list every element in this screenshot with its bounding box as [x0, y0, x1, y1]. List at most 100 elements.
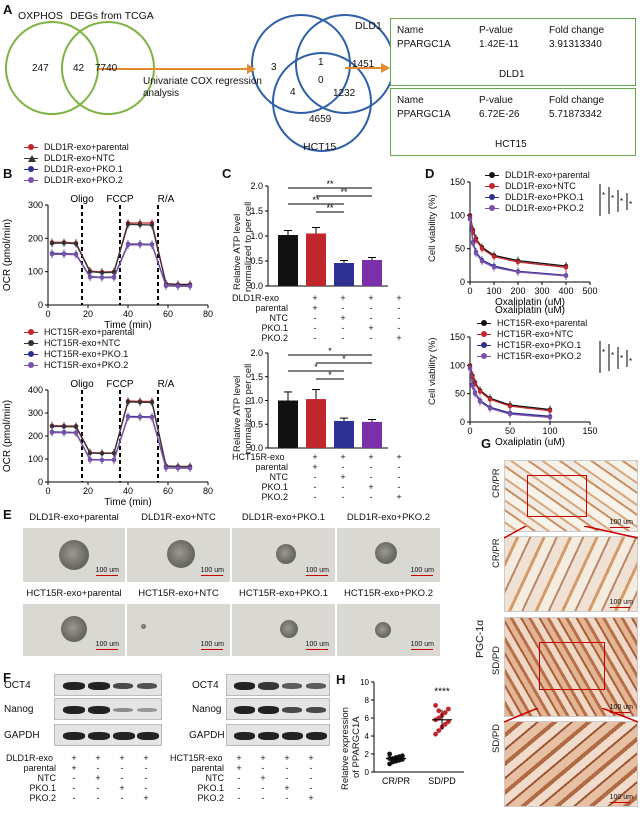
- venn2-count-3: 3: [271, 62, 277, 73]
- venn1-left-circle: [5, 21, 99, 115]
- panel-label-f: F: [3, 670, 11, 685]
- y-tick-label: 2.0: [250, 181, 263, 191]
- viability-ylabel-top: Cell viability (%): [427, 194, 438, 262]
- y-tick-label: 150: [450, 177, 465, 187]
- y-tick-label: 0.5: [250, 256, 263, 266]
- viability-ylabel-bottom: Cell viability (%): [427, 337, 438, 405]
- significance-star: *: [611, 194, 614, 203]
- wb-condition-table-left: DLD1R-exo + + + + parental + - - - NTC - + - - PKO.1…: [6, 753, 149, 803]
- panel-label-g: G: [481, 436, 492, 451]
- ihc-label-1: CR/PR: [491, 468, 502, 498]
- x-tick-label: 50: [505, 426, 515, 436]
- x-tick-label: 100: [542, 426, 557, 436]
- ocr-top-legend: DLD1R-exo+parental DLD1R-exo+NTC DLD1R-e…: [22, 142, 129, 186]
- x-tick-label: 80: [203, 486, 213, 496]
- y-tick-label: 10: [360, 678, 369, 687]
- ihc-side-label: PGC-1α: [474, 619, 486, 658]
- y-tick-label: 300: [28, 200, 43, 210]
- y-tick-label: 0: [38, 477, 43, 487]
- data-point: [387, 751, 392, 757]
- data-point: [446, 719, 451, 724]
- atp-condition-table-bottom: HCT15R-exo + + + + parental + - - - NTC - + - - PKO.…: [232, 452, 402, 502]
- ocr-chart-dld1: 0 100 200 300 0 20 40 60 80 Time (min) OCR (pmol/m…: [2, 194, 213, 330]
- atp-condition-table-top: DLD1R-exo + + + + parental + - - - NTC - + - - PKO.1…: [232, 293, 402, 343]
- significance-star: *: [620, 197, 623, 206]
- sphere-dld1-pko1: DLD1R-exo+PKO.1 100 um: [231, 512, 335, 582]
- significance-label: *: [328, 370, 332, 380]
- panel-label-c: C: [222, 166, 232, 181]
- significance-label: **: [312, 195, 320, 205]
- x-tick-label: 40: [123, 309, 133, 319]
- venn2-count-4: 4: [290, 87, 296, 98]
- y-tick-label: 6: [365, 714, 370, 723]
- venn1-right-count: 7740: [95, 63, 118, 74]
- x-axis-label: Time (min): [104, 320, 151, 330]
- x-tick-label: 100: [486, 286, 501, 296]
- x-tick-label: 300: [534, 286, 549, 296]
- table-value-name: PPARGC1A: [397, 39, 451, 50]
- x-tick-label: 500: [582, 286, 597, 296]
- x-tick-label: 60: [163, 309, 173, 319]
- result-table-hct15: Name P-value Fold change PPARGC1A 6.72E-…: [390, 88, 636, 156]
- table-value-fold: 5.71873342: [549, 109, 602, 120]
- data-point: [446, 706, 451, 712]
- significance-star: *: [602, 191, 605, 200]
- x-tick-label: SD/PD: [428, 776, 456, 786]
- y-tick-label: 100: [450, 210, 465, 220]
- x-tick-label: 0: [45, 309, 50, 319]
- panel-label-d: D: [425, 166, 435, 181]
- panel-label-b: B: [3, 166, 13, 181]
- bar: [278, 400, 298, 448]
- venn1-left-label: OXPHOS: [18, 10, 63, 22]
- y-tick-label: 4: [365, 732, 370, 741]
- table-header-pvalue: P-value: [479, 95, 513, 106]
- significance-label: **: [326, 203, 334, 213]
- wb-left-gapdh-label: GAPDH: [4, 730, 40, 741]
- significance-label: ****: [434, 687, 450, 698]
- significance-label: **: [340, 187, 348, 197]
- table-caption: HCT15: [495, 139, 527, 150]
- wb-right-nanog: [226, 698, 330, 720]
- y-tick-label: 0.0: [250, 281, 263, 291]
- table-header-name: Name: [397, 95, 424, 106]
- data-point: [433, 703, 438, 708]
- data-point: [390, 758, 396, 764]
- y-tick-label: 50: [455, 244, 465, 254]
- y-tick-label: 0: [460, 417, 465, 427]
- y-tick-label: 1.0: [250, 231, 263, 241]
- y-tick-label: 0: [38, 300, 43, 310]
- significance-label: **: [326, 179, 334, 189]
- ihc-label-3: SD/PD: [491, 645, 502, 675]
- panel-label-e: E: [3, 507, 12, 522]
- y-axis-label: OCR (pmol/min): [2, 219, 13, 291]
- table-value-name: PPARGC1A: [397, 109, 451, 120]
- y-tick-label: 1.5: [250, 372, 263, 382]
- y-tick-label: 200: [28, 431, 43, 441]
- atp-chart-hct15: 0.0 0.5 1.0 1.5 2.0 * * * *: [250, 346, 388, 453]
- panel-label-a: A: [3, 2, 13, 17]
- wb-right-oct4: [226, 674, 330, 696]
- ihc-zoom-lines-2: [504, 708, 638, 723]
- atp-ylabel-top-2: normalized to per cell: [243, 201, 254, 292]
- panel-label-h: H: [336, 672, 346, 687]
- venn2-dld1-label: DLD1: [355, 20, 382, 32]
- venn2-count-1: 1: [318, 57, 324, 68]
- injection-label: R/A: [158, 194, 175, 205]
- x-axis-label: Oxaliplatin (uM): [495, 305, 565, 316]
- bar: [362, 421, 382, 448]
- data-point: [442, 721, 448, 727]
- y-tick-label: 0: [460, 277, 465, 287]
- venn1-right-label: DEGs from TCGA: [70, 10, 154, 22]
- x-axis-label: Time (min): [104, 497, 151, 508]
- significance-star: *: [602, 348, 605, 357]
- expression-ylabel-1: Relative expression: [340, 707, 351, 790]
- ihc-image-sdpd-high: 100 um: [504, 721, 638, 807]
- ihc-image-sdpd-low: 100 um: [504, 617, 638, 717]
- data-point: [436, 728, 442, 733]
- venn2-count-4659: 4659: [309, 114, 332, 125]
- x-tick-label: 20: [83, 486, 93, 496]
- bar: [334, 420, 354, 448]
- data-point: [433, 731, 438, 737]
- venn2-bottom-circle: [272, 52, 372, 152]
- significance-label: *: [314, 362, 318, 372]
